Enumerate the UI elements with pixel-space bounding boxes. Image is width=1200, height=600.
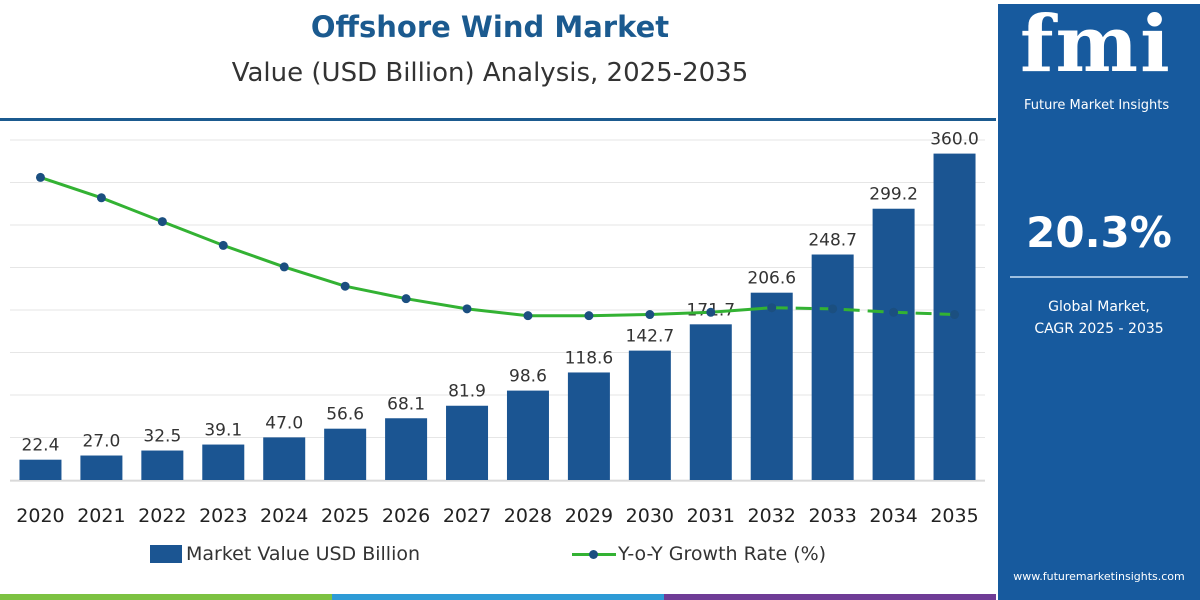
- bar-2028: [506, 390, 549, 480]
- x-tick-label-2027: 2027: [443, 505, 491, 527]
- bar-2023: [202, 444, 245, 480]
- cagr-label-line1: Global Market,: [1048, 299, 1150, 315]
- title-divider: [0, 118, 996, 121]
- growth-point-2032: [767, 303, 777, 313]
- legend-item-bars: Market Value USD Billion: [150, 543, 420, 565]
- bar-value-label-2022: 32.5: [143, 427, 181, 447]
- bar-value-label-2030: 142.7: [626, 327, 675, 347]
- bar-value-label-2034: 299.2: [869, 185, 918, 205]
- legend-line-swatch: [572, 545, 616, 563]
- bar-value-label-2035: 360.0: [930, 130, 979, 150]
- legend-bar-label: Market Value USD Billion: [186, 543, 421, 565]
- bar-value-label-2021: 27.0: [82, 432, 120, 452]
- x-tick-label-2028: 2028: [504, 505, 552, 527]
- growth-point-2033: [828, 304, 838, 314]
- growth-point-2020: [35, 172, 45, 182]
- bar-value-label-2026: 68.1: [387, 394, 425, 414]
- growth-point-2024: [279, 262, 289, 272]
- growth-point-2028: [523, 311, 533, 321]
- growth-point-2030: [645, 310, 655, 320]
- x-tick-label-2031: 2031: [687, 505, 735, 527]
- bar-2029: [567, 372, 610, 480]
- bar-2030: [628, 350, 671, 480]
- x-tick-label-2033: 2033: [808, 505, 856, 527]
- bar-value-label-2028: 98.6: [509, 367, 547, 387]
- growth-point-2025: [340, 281, 350, 291]
- x-tick-label-2030: 2030: [626, 505, 674, 527]
- bar-2020: [19, 459, 62, 480]
- legend-bar-swatch: [150, 545, 182, 563]
- bar-value-label-2020: 22.4: [22, 436, 60, 456]
- panel-divider: [1010, 276, 1188, 278]
- x-tick-label-2035: 2035: [930, 505, 978, 527]
- growth-point-2035: [950, 310, 960, 320]
- bar-2032: [750, 292, 793, 480]
- x-tick-label-2022: 2022: [138, 505, 186, 527]
- x-tick-label-2034: 2034: [869, 505, 917, 527]
- x-tick-label-2023: 2023: [199, 505, 247, 527]
- cagr-value: 20.3%: [1026, 208, 1172, 257]
- growth-point-2027: [462, 304, 472, 314]
- growth-point-2026: [401, 294, 411, 304]
- cagr-label-line2: CAGR 2025 - 2035: [1034, 321, 1164, 337]
- fmi-logo: fmi: [1020, 0, 1172, 90]
- legend-line-label: Y-o-Y Growth Rate (%): [618, 543, 827, 565]
- bar-value-label-2027: 81.9: [448, 382, 486, 402]
- bar-2031: [689, 324, 732, 480]
- legend-item-line: Y-o-Y Growth Rate (%): [572, 543, 826, 565]
- bar-2025: [324, 428, 367, 480]
- chart-subtitle: Value (USD Billion) Analysis, 2025-2035: [231, 58, 749, 88]
- brand-name: Future Market Insights: [1024, 98, 1170, 113]
- growth-point-2029: [584, 311, 594, 321]
- x-tick-label-2032: 2032: [748, 505, 796, 527]
- bar-value-label-2029: 118.6: [565, 348, 614, 368]
- x-tick-label-2021: 2021: [77, 505, 125, 527]
- bar-2026: [385, 418, 428, 480]
- x-tick-label-2026: 2026: [382, 505, 430, 527]
- growth-point-2034: [889, 307, 899, 317]
- x-tick-label-2025: 2025: [321, 505, 369, 527]
- growth-point-2021: [96, 193, 106, 203]
- x-tick-label-2020: 2020: [16, 505, 64, 527]
- bar-value-label-2025: 56.6: [326, 405, 364, 425]
- bar-2024: [263, 437, 306, 480]
- growth-point-2022: [157, 217, 167, 227]
- bar-value-label-2023: 39.1: [204, 421, 242, 441]
- chart-plot: 22.4 2020 27.0 2021 32.5 2022 39.1 2023 47.0 2024…: [10, 130, 985, 527]
- bar-2027: [446, 405, 489, 480]
- bar-value-label-2032: 206.6: [747, 269, 796, 289]
- growth-point-2031: [706, 307, 716, 317]
- bar-2034: [872, 208, 915, 480]
- bar-2021: [80, 455, 123, 480]
- chart-title: Offshore Wind Market: [310, 10, 670, 44]
- x-tick-label-2029: 2029: [565, 505, 613, 527]
- x-tick-label-2024: 2024: [260, 505, 308, 527]
- bar-value-label-2033: 248.7: [808, 231, 857, 251]
- bar-value-label-2024: 47.0: [265, 413, 303, 433]
- bar-2033: [811, 254, 854, 480]
- bar-2022: [141, 450, 184, 480]
- growth-point-2023: [218, 240, 228, 250]
- cagr-label: Global Market, CAGR 2025 - 2035: [998, 296, 1200, 340]
- side-panel: fmi Future Market Insights 20.3% Global …: [998, 4, 1200, 600]
- footer-color-bar: [0, 594, 996, 600]
- growth-line-dashed: [771, 306, 955, 316]
- website-link[interactable]: www.futuremarketinsights.com: [1013, 570, 1185, 583]
